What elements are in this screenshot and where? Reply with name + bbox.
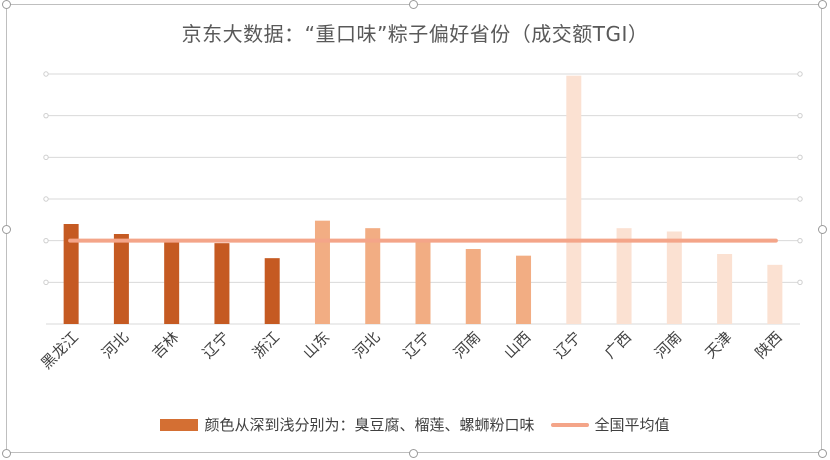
resize-handle-top-left[interactable] (2, 0, 11, 9)
gridline-end-right (797, 279, 803, 286)
x-tick-label-15: 陕西 (752, 328, 786, 362)
bar-14 (717, 254, 733, 324)
gridline-end-right (797, 71, 803, 77)
chart-title: 京东大数据：“重口味”粽子偏好省份（成交额TGI） (181, 22, 649, 46)
x-tick-label-1: 黑龙江 (37, 328, 82, 373)
gridline-end-left (43, 279, 49, 286)
gridline-end-right (797, 196, 803, 202)
gridline-end-left (43, 112, 49, 119)
resize-handle-top-center[interactable] (409, 0, 418, 9)
bar-12 (616, 228, 632, 324)
x-tick-label-8: 辽宁 (400, 328, 434, 362)
bar-15 (767, 264, 783, 324)
x-tick-label-7: 河北 (350, 328, 384, 362)
legend-bar-label: 颜色从深到浅分别为：臭豆腐、榴莲、螺蛳粉口味 (204, 416, 535, 434)
x-tick-label-13: 河南 (651, 328, 685, 362)
x-tick-label-12: 广西 (601, 328, 635, 362)
gridline-end-left (43, 237, 49, 244)
x-tick-label-9: 河南 (450, 328, 484, 362)
x-tick-label-5: 浙江 (249, 328, 283, 362)
gridline-end-right (797, 237, 803, 244)
gridline-end-right (797, 112, 803, 119)
bar-6 (314, 220, 330, 324)
x-tick-label-11: 辽宁 (551, 328, 585, 362)
chart-plot[interactable]: 黑龙江 河北 吉林 辽宁 浙江 山东 河北 辽宁 河南 山西 辽宁 广西 河南 天津 陕西 (0, 0, 830, 410)
legend-item-bars[interactable]: 颜色从深到浅分别为：臭豆腐、榴莲、螺蛳粉口味 (160, 414, 535, 435)
gridline-end-left (43, 71, 49, 77)
bar-9 (465, 249, 481, 324)
bar-1 (63, 224, 79, 324)
legend-item-average[interactable]: 全国平均值 (550, 414, 670, 435)
bar-4 (214, 243, 230, 324)
resize-handle-bottom-right[interactable] (818, 449, 827, 458)
x-tick-label-10: 山西 (500, 328, 534, 362)
x-tick-label-14: 天津 (701, 328, 735, 362)
gridline-end-left (43, 196, 49, 202)
bar-11 (566, 75, 582, 325)
bar-2 (113, 234, 129, 324)
bar-8 (415, 241, 431, 324)
resize-handle-bottom-center[interactable] (409, 449, 418, 458)
resize-handle-middle-left[interactable] (2, 225, 11, 234)
bar-13 (666, 231, 682, 324)
legend-line-label: 全国平均值 (594, 416, 670, 434)
legend: 颜色从深到浅分别为：臭豆腐、榴莲、螺蛳粉口味 全国平均值 (0, 414, 830, 435)
bar-5 (264, 258, 280, 324)
gridline-end-right (797, 154, 803, 161)
x-tick-label-2: 河北 (98, 328, 132, 362)
x-tick-label-6: 山东 (299, 328, 333, 362)
x-tick-label-3: 吉林 (149, 328, 183, 362)
bar-3 (164, 239, 180, 324)
gridline-end-left (43, 154, 49, 161)
resize-handle-top-right[interactable] (818, 0, 827, 9)
legend-bar-swatch (160, 418, 199, 431)
bar-7 (365, 228, 381, 324)
resize-handle-middle-right[interactable] (818, 225, 827, 234)
x-tick-label-4: 辽宁 (199, 328, 233, 362)
bar-10 (516, 255, 532, 324)
legend-line-swatch (550, 422, 589, 427)
resize-handle-bottom-left[interactable] (2, 449, 11, 458)
